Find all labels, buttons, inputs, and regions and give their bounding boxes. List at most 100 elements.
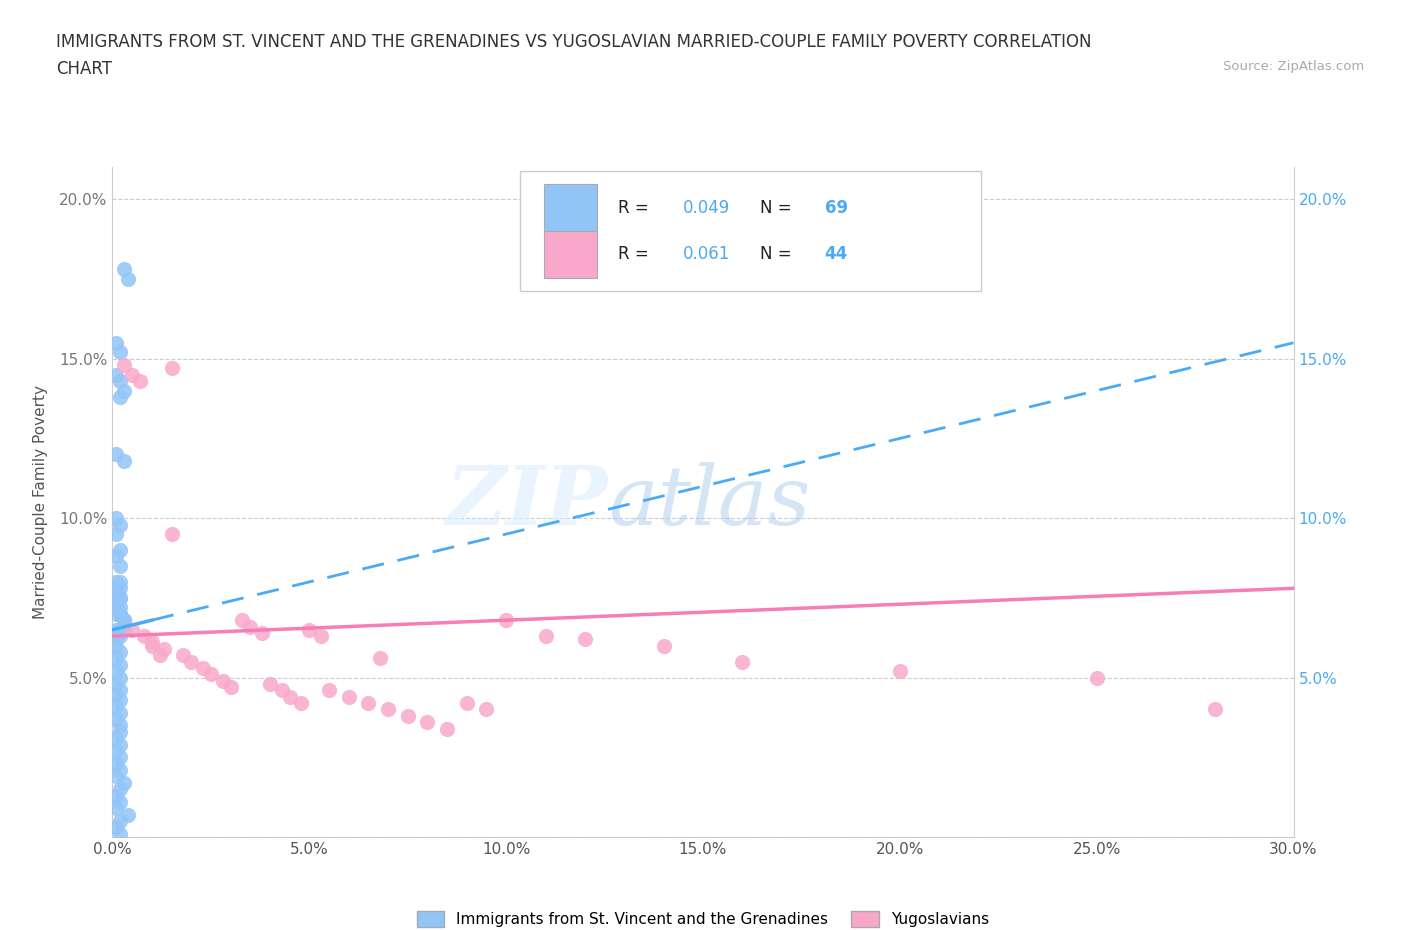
Point <box>105 575 128 590</box>
Point <box>105 511 128 525</box>
Point <box>105 631 128 646</box>
Point <box>110 606 132 621</box>
Point <box>105 622 128 637</box>
Point <box>318 683 340 698</box>
Point <box>110 658 132 672</box>
Point <box>219 680 242 695</box>
Point <box>110 724 132 739</box>
Point <box>105 788 128 803</box>
Point <box>110 629 132 644</box>
Text: Source: ZipAtlas.com: Source: ZipAtlas.com <box>1223 60 1364 73</box>
Point <box>117 807 139 822</box>
Point <box>1085 671 1108 685</box>
Point <box>129 374 152 389</box>
Point <box>298 622 321 637</box>
Point <box>112 776 135 790</box>
FancyBboxPatch shape <box>544 231 596 278</box>
Point <box>110 581 132 596</box>
Text: atlas: atlas <box>609 462 811 542</box>
Point <box>105 651 128 666</box>
Point <box>110 782 132 797</box>
Point <box>259 676 281 691</box>
Point <box>132 629 155 644</box>
Point <box>436 721 458 736</box>
Point <box>112 358 135 373</box>
Point <box>105 743 128 758</box>
Point <box>110 390 132 405</box>
Point <box>112 613 135 628</box>
Point <box>105 711 128 726</box>
Text: 0.049: 0.049 <box>683 199 730 217</box>
Point <box>231 613 253 628</box>
Point <box>270 683 292 698</box>
Point <box>160 361 183 376</box>
Point <box>105 600 128 615</box>
Point <box>368 651 391 666</box>
Point <box>105 597 128 612</box>
Text: R =: R = <box>619 246 654 263</box>
Point <box>110 705 132 720</box>
Point <box>152 642 174 657</box>
Legend: Immigrants from St. Vincent and the Grenadines, Yugoslavians: Immigrants from St. Vincent and the Gren… <box>411 905 995 930</box>
Point <box>105 629 128 644</box>
Point <box>731 654 754 669</box>
Point <box>110 827 132 842</box>
Point <box>105 581 128 596</box>
FancyBboxPatch shape <box>520 171 980 291</box>
Point <box>141 635 163 650</box>
Point <box>1204 702 1226 717</box>
Point <box>110 794 132 809</box>
Text: ZIP: ZIP <box>446 462 609 542</box>
Point <box>105 698 128 713</box>
Point <box>112 613 135 628</box>
Point <box>110 600 132 615</box>
Point <box>105 731 128 746</box>
Point <box>110 644 132 659</box>
Point <box>105 447 128 462</box>
Point <box>105 549 128 564</box>
Point <box>377 702 399 717</box>
Point <box>105 367 128 382</box>
Point <box>110 814 132 829</box>
Point <box>309 629 332 644</box>
Point <box>416 715 439 730</box>
Point <box>172 648 194 663</box>
Point <box>110 517 132 532</box>
Point <box>117 272 139 286</box>
Point <box>110 671 132 685</box>
Point <box>110 542 132 557</box>
Point <box>652 638 675 653</box>
Point <box>475 702 498 717</box>
Point <box>112 383 135 398</box>
Point <box>112 262 135 277</box>
Point <box>110 693 132 708</box>
Point <box>211 673 233 688</box>
Point <box>141 638 163 653</box>
Point <box>105 638 128 653</box>
Point <box>105 676 128 691</box>
Point <box>110 763 132 777</box>
Point <box>110 591 132 605</box>
Point <box>191 660 214 675</box>
Point <box>574 631 596 646</box>
Point <box>495 613 517 628</box>
Point <box>357 696 380 711</box>
Text: 44: 44 <box>825 246 848 263</box>
Point <box>110 622 132 637</box>
Text: CHART: CHART <box>56 60 112 78</box>
Text: IMMIGRANTS FROM ST. VINCENT AND THE GRENADINES VS YUGOSLAVIAN MARRIED-COUPLE FAM: IMMIGRANTS FROM ST. VINCENT AND THE GREN… <box>56 33 1091 50</box>
Point <box>105 686 128 701</box>
Point <box>105 606 128 621</box>
Point <box>149 648 172 663</box>
Point <box>110 591 132 605</box>
Point <box>337 689 360 704</box>
Point <box>105 664 128 679</box>
Point <box>105 336 128 351</box>
Point <box>278 689 301 704</box>
Point <box>110 737 132 752</box>
Point <box>110 559 132 574</box>
Point <box>110 606 132 621</box>
Point <box>456 696 478 711</box>
Point <box>105 526 128 541</box>
Point <box>105 769 128 784</box>
